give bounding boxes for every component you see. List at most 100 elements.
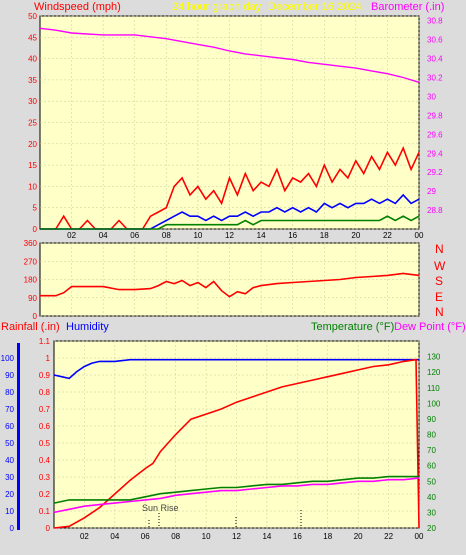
barometer-y-tick-label: 30.4 xyxy=(427,55,443,64)
barometer-y-tick-label: 29 xyxy=(427,187,436,196)
rain-y-tick-label: 0 xyxy=(46,524,51,533)
wind-x-tick-label: 18 xyxy=(320,231,329,240)
wind-x-tick-label: 02 xyxy=(67,231,76,240)
rain-x-tick-label: 20 xyxy=(354,532,363,541)
sunrise-label: Sun Rise xyxy=(142,503,179,513)
graph-title: 24 hour graph day xyxy=(172,1,262,13)
rain-x-tick-label: 10 xyxy=(202,532,211,541)
humidity-axis-label: Humidity xyxy=(66,321,109,333)
temperature-y-tick-label: 70 xyxy=(427,446,436,455)
rain-x-tick-label: 12 xyxy=(232,532,241,541)
direction-y-tick-label: 360 xyxy=(24,239,38,248)
graph-date: December 16 2024 xyxy=(268,1,362,13)
barometer-y-tick-label: 30.2 xyxy=(427,74,443,83)
series-rain xyxy=(53,358,420,529)
barometer-y-tick-label: 30.8 xyxy=(427,17,443,26)
wind-x-tick-label: 10 xyxy=(193,231,202,240)
series-avg xyxy=(40,215,420,230)
humidity-y-tick-label: 50 xyxy=(5,439,14,448)
rain-y-tick-label: 0.6 xyxy=(39,422,51,431)
humidity-y-tick-label: 80 xyxy=(5,388,14,397)
temperature-axis-label: Temperature (°F) xyxy=(311,321,394,333)
rain-x-tick-label: 18 xyxy=(323,532,332,541)
barometer-y-tick-label: 30 xyxy=(427,92,436,101)
temperature-y-tick-label: 30 xyxy=(427,508,436,517)
temperature-y-tick-label: 60 xyxy=(427,462,436,471)
rain-x-tick-label: 08 xyxy=(171,532,180,541)
windspeed-axis-label: Windspeed (mph) xyxy=(34,1,121,13)
rain-y-tick-label: 0.7 xyxy=(39,405,51,414)
compass-label-south: S xyxy=(435,274,443,288)
wind-x-tick-label: 12 xyxy=(225,231,234,240)
temperature-y-tick-label: 40 xyxy=(427,493,436,502)
compass-label-north-bottom: N xyxy=(435,305,444,319)
wind-x-tick-label: 00 xyxy=(415,231,424,240)
rain-y-tick-label: 0.4 xyxy=(39,456,51,465)
wind-y-tick-label: 30 xyxy=(28,97,37,106)
wind-x-tick-label: 22 xyxy=(383,231,392,240)
direction-y-tick-label: 180 xyxy=(24,276,38,285)
wind-y-tick-label: 35 xyxy=(28,76,37,85)
rain-y-tick-label: 0.3 xyxy=(39,473,51,482)
rainfall-axis-label: Rainfall (.in) xyxy=(1,321,60,333)
barometer-axis-label: Barometer (.in) xyxy=(371,1,444,13)
humidity-axis-bar xyxy=(17,343,20,530)
rain-y-tick-label: 1.1 xyxy=(39,337,51,346)
humidity-y-tick-label: 90 xyxy=(5,371,14,380)
wind-x-tick-label: 08 xyxy=(162,231,171,240)
compass-label-east: E xyxy=(435,290,443,304)
temperature-y-tick-label: 100 xyxy=(427,399,441,408)
rain-y-tick-label: 0.5 xyxy=(39,439,51,448)
humidity-y-tick-label: 20 xyxy=(5,490,14,499)
barometer-y-tick-label: 29.8 xyxy=(427,111,443,120)
humidity-y-tick-label: 60 xyxy=(5,422,14,431)
humidity-y-tick-label: 40 xyxy=(5,456,14,465)
temperature-y-tick-label: 20 xyxy=(427,524,436,533)
wind-y-tick-label: 5 xyxy=(33,204,38,213)
barometer-y-tick-label: 30.6 xyxy=(427,36,443,45)
rain-x-tick-label: 16 xyxy=(293,532,302,541)
temperature-y-tick-label: 80 xyxy=(427,431,436,440)
temperature-y-tick-label: 130 xyxy=(427,353,441,362)
humidity-y-tick-label: 100 xyxy=(1,354,15,363)
wind-y-tick-label: 15 xyxy=(28,161,37,170)
series-direction xyxy=(40,272,420,298)
wind-x-tick-label: 04 xyxy=(99,231,108,240)
wind-y-tick-label: 25 xyxy=(28,119,37,128)
rain-y-tick-label: 0.2 xyxy=(39,490,51,499)
wind-y-tick-label: 50 xyxy=(28,12,37,21)
wind-x-tick-label: 14 xyxy=(257,231,266,240)
rain-x-tick-label: 00 xyxy=(415,532,424,541)
barometer-y-tick-label: 29.4 xyxy=(427,149,443,158)
temperature-y-tick-label: 50 xyxy=(427,477,436,486)
wind-y-tick-label: 20 xyxy=(28,140,37,149)
temperature-y-tick-label: 120 xyxy=(427,368,441,377)
rain-y-tick-label: 0.9 xyxy=(39,371,51,380)
barometer-y-tick-label: 28.8 xyxy=(427,206,443,215)
barometer-y-tick-label: 29.2 xyxy=(427,168,443,177)
series-temperature xyxy=(53,475,419,504)
rain-x-tick-label: 02 xyxy=(80,532,89,541)
temperature-y-tick-label: 110 xyxy=(427,384,440,393)
barometer-y-tick-label: 29.6 xyxy=(427,130,443,139)
humidity-y-tick-label: 70 xyxy=(5,405,14,414)
dewpoint-axis-label: Dew Point (°F) xyxy=(394,321,466,333)
direction-y-tick-label: 270 xyxy=(24,257,38,266)
wind-y-tick-label: 10 xyxy=(28,182,37,191)
temperature-y-tick-label: 90 xyxy=(427,415,436,424)
rain-y-tick-label: 1 xyxy=(46,354,51,363)
rain-x-tick-label: 22 xyxy=(384,532,393,541)
rain-y-tick-label: 0.1 xyxy=(39,507,51,516)
rain-y-tick-label: 0.8 xyxy=(39,388,51,397)
rain-x-tick-label: 14 xyxy=(262,532,271,541)
compass-label-west: W xyxy=(434,259,446,273)
series-barometer xyxy=(39,27,420,83)
wind-y-tick-label: 45 xyxy=(28,33,37,42)
series-dewpoint xyxy=(53,477,420,514)
humidity-y-tick-label: 10 xyxy=(5,507,14,516)
wind-x-tick-label: 06 xyxy=(130,231,139,240)
wind-y-tick-label: 40 xyxy=(28,55,37,64)
direction-y-tick-label: 0 xyxy=(33,312,38,321)
